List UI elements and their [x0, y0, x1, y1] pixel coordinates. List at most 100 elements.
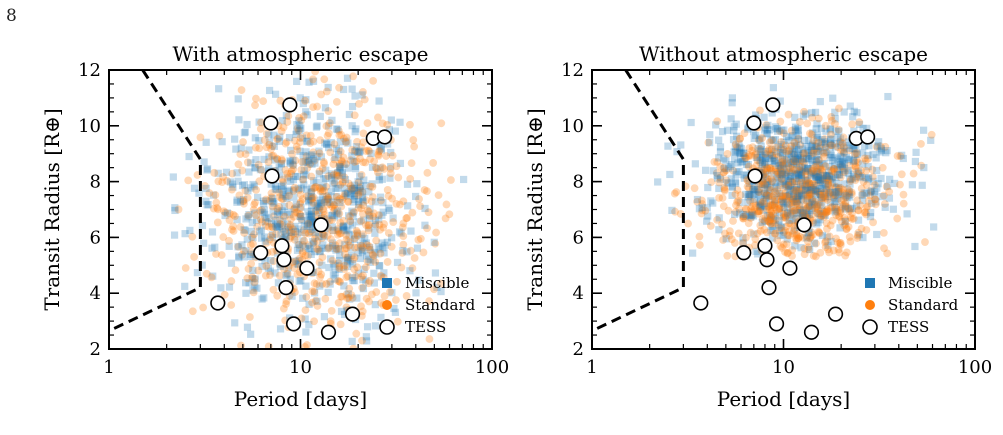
point-standard	[264, 158, 273, 166]
point-miscible	[327, 255, 335, 263]
point-standard	[833, 143, 842, 151]
point-miscible	[863, 124, 871, 132]
point-miscible	[349, 209, 357, 217]
point-standard	[375, 147, 384, 155]
point-standard	[734, 229, 743, 238]
point-miscible	[654, 178, 662, 186]
point-miscible	[259, 197, 267, 205]
point-miscible	[264, 264, 273, 272]
point-miscible	[356, 242, 365, 250]
point-miscible	[314, 200, 323, 208]
point-miscible	[334, 226, 342, 234]
point-standard	[799, 149, 808, 158]
point-miscible	[307, 250, 315, 259]
point-miscible	[309, 238, 317, 246]
point-standard	[812, 157, 821, 166]
point-standard	[301, 96, 309, 105]
point-miscible	[291, 257, 299, 265]
point-miscible	[380, 249, 388, 257]
point-miscible	[308, 225, 316, 234]
point-standard	[267, 231, 276, 240]
point-miscible	[850, 173, 858, 181]
point-standard	[359, 201, 368, 210]
point-standard	[239, 138, 247, 146]
point-standard	[310, 234, 319, 243]
point-standard	[396, 200, 404, 209]
point-standard	[733, 143, 741, 152]
point-miscible	[784, 178, 792, 186]
point-standard	[800, 244, 809, 253]
x-tick-label: 1	[586, 357, 597, 378]
point-standard	[809, 136, 818, 145]
point-miscible	[811, 186, 819, 194]
point-standard	[314, 245, 323, 254]
point-miscible	[854, 216, 863, 224]
point-miscible	[369, 256, 378, 264]
point-standard	[211, 191, 220, 199]
point-standard	[713, 215, 722, 224]
point-standard	[835, 239, 844, 248]
point-miscible	[834, 195, 842, 203]
point-standard	[374, 151, 383, 160]
point-standard	[361, 158, 370, 167]
point-miscible	[371, 248, 379, 257]
point-miscible	[854, 168, 862, 176]
point-standard	[854, 228, 863, 237]
point-miscible	[358, 188, 366, 197]
point-standard	[897, 170, 906, 179]
point-standard	[749, 197, 758, 206]
point-standard	[373, 168, 382, 177]
point-miscible	[358, 232, 366, 240]
point-miscible	[813, 156, 821, 164]
point-standard	[792, 197, 801, 206]
point-standard	[817, 211, 826, 220]
point-miscible	[348, 152, 356, 160]
point-standard	[318, 280, 327, 288]
point-miscible	[816, 184, 824, 192]
point-standard	[285, 234, 294, 243]
point-standard	[821, 238, 830, 247]
point-miscible	[395, 228, 404, 236]
point-standard	[335, 131, 344, 140]
point-standard	[360, 95, 369, 104]
point-standard	[695, 241, 704, 249]
point-standard	[366, 182, 375, 191]
point-standard	[304, 229, 313, 238]
point-miscible	[742, 171, 751, 180]
point-standard	[806, 190, 815, 199]
point-standard	[800, 210, 809, 219]
point-miscible	[824, 241, 832, 249]
point-miscible	[801, 166, 810, 174]
point-standard	[354, 243, 362, 252]
point-miscible	[727, 175, 735, 183]
point-standard	[372, 164, 381, 173]
point-standard	[800, 250, 809, 259]
point-miscible	[296, 94, 304, 102]
point-standard	[862, 226, 871, 234]
point-standard	[293, 270, 302, 279]
point-miscible	[831, 198, 839, 206]
point-standard	[781, 196, 789, 205]
point-standard	[244, 264, 253, 273]
point-miscible	[908, 181, 916, 189]
point-standard	[794, 206, 802, 215]
point-standard	[750, 205, 759, 214]
point-miscible	[753, 186, 762, 194]
point-miscible	[802, 209, 810, 217]
point-standard	[286, 232, 295, 241]
point-standard	[766, 211, 775, 220]
point-miscible	[271, 269, 279, 277]
legend-marker-standard	[382, 300, 392, 310]
point-miscible	[203, 201, 211, 209]
point-miscible	[303, 111, 311, 119]
point-miscible	[838, 160, 846, 168]
point-standard	[760, 188, 769, 197]
point-miscible	[816, 97, 824, 106]
point-miscible	[320, 313, 328, 321]
point-miscible	[325, 143, 333, 152]
point-standard	[229, 227, 238, 235]
point-miscible	[308, 218, 316, 226]
point-miscible	[850, 127, 858, 135]
point-miscible	[273, 220, 282, 228]
